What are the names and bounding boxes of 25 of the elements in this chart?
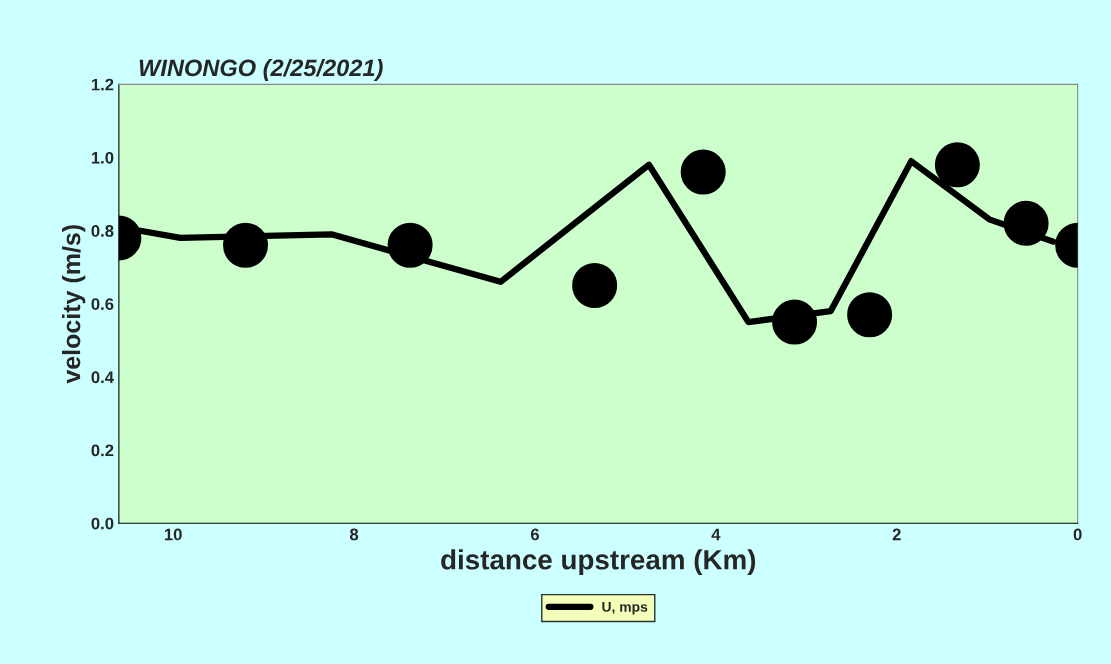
point	[934, 142, 980, 188]
point	[223, 222, 269, 268]
x-tick-label: 0	[1073, 528, 1082, 541]
point	[1003, 200, 1049, 246]
y-axis-title: velocity (m/s)	[61, 225, 86, 384]
point	[847, 292, 893, 338]
point	[680, 149, 726, 195]
x-tick-label: 10	[164, 528, 182, 541]
legend-label: U, mps	[602, 602, 648, 615]
y-tick-label: 0.0	[91, 517, 114, 530]
y-tick-label: 1.0	[91, 151, 114, 164]
y-tick-label: 0.4	[91, 371, 114, 384]
x-tick-label: 6	[530, 528, 539, 541]
point	[387, 222, 433, 268]
x-tick-label: 8	[349, 528, 359, 541]
y-tick-label: 0.8	[91, 225, 114, 237]
y-tick-label: 0.6	[91, 298, 114, 310]
x-tick-label: 2	[892, 528, 901, 541]
x-tick-label: 4	[711, 528, 721, 541]
y-tick-label: 1.2	[91, 78, 114, 91]
point	[772, 299, 818, 345]
x-axis-title: distance upstream (Km)	[441, 549, 756, 576]
chart-title: WINONGO (2/25/2021)	[139, 58, 383, 81]
y-tick-label: 0.2	[91, 444, 114, 457]
point	[572, 262, 618, 308]
